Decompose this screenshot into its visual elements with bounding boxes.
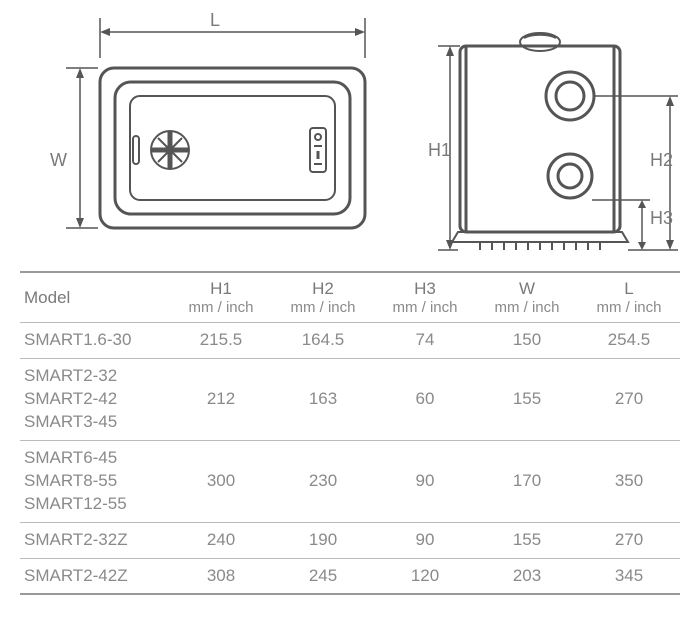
- dim-label-w: W: [50, 150, 67, 171]
- cell-h2: 230: [272, 440, 374, 522]
- col-model: Model: [20, 272, 170, 323]
- cell-h1: 308: [170, 558, 272, 594]
- dim-label-h1: H1: [428, 140, 451, 161]
- cell-model: SMART1.6-30: [20, 323, 170, 359]
- cell-w: 155: [476, 522, 578, 558]
- cell-w: 170: [476, 440, 578, 522]
- cell-h2: 164.5: [272, 323, 374, 359]
- table-row: SMART6-45SMART8-55SMART12-55300230901703…: [20, 440, 680, 522]
- dimension-diagrams: L W H1 H2 H3: [10, 10, 690, 265]
- cell-h2: 245: [272, 558, 374, 594]
- cell-model: SMART6-45SMART8-55SMART12-55: [20, 440, 170, 522]
- cell-l: 270: [578, 358, 680, 440]
- cell-l: 350: [578, 440, 680, 522]
- cell-h2: 163: [272, 358, 374, 440]
- cell-h1: 240: [170, 522, 272, 558]
- cell-w: 155: [476, 358, 578, 440]
- col-l: Lmm / inch: [578, 272, 680, 323]
- cell-h1: 300: [170, 440, 272, 522]
- col-h2: H2mm / inch: [272, 272, 374, 323]
- col-w: Wmm / inch: [476, 272, 578, 323]
- cell-h3: 90: [374, 440, 476, 522]
- dim-label-h2: H2: [650, 150, 673, 171]
- table-row: SMART2-32Z24019090155270: [20, 522, 680, 558]
- cell-l: 345: [578, 558, 680, 594]
- cell-h3: 60: [374, 358, 476, 440]
- table-row: SMART2-32SMART2-42SMART3-452121636015527…: [20, 358, 680, 440]
- cell-h2: 190: [272, 522, 374, 558]
- col-h1: H1mm / inch: [170, 272, 272, 323]
- cell-l: 254.5: [578, 323, 680, 359]
- cell-h1: 215.5: [170, 323, 272, 359]
- table-row: SMART2-42Z308245120203345: [20, 558, 680, 594]
- cell-h3: 90: [374, 522, 476, 558]
- cell-h3: 120: [374, 558, 476, 594]
- dimensions-table: Model H1mm / inch H2mm / inch H3mm / inc…: [20, 271, 680, 595]
- cell-l: 270: [578, 522, 680, 558]
- table-header-row: Model H1mm / inch H2mm / inch H3mm / inc…: [20, 272, 680, 323]
- cell-h1: 212: [170, 358, 272, 440]
- cell-w: 150: [476, 323, 578, 359]
- diagram-svg: [10, 10, 690, 265]
- cell-model: SMART2-32SMART2-42SMART3-45: [20, 358, 170, 440]
- col-h3: H3mm / inch: [374, 272, 476, 323]
- table-body: SMART1.6-30215.5164.574150254.5SMART2-32…: [20, 323, 680, 595]
- dim-label-l: L: [210, 10, 220, 31]
- cell-w: 203: [476, 558, 578, 594]
- dim-label-h3: H3: [650, 208, 673, 229]
- table-row: SMART1.6-30215.5164.574150254.5: [20, 323, 680, 359]
- cell-model: SMART2-42Z: [20, 558, 170, 594]
- cell-h3: 74: [374, 323, 476, 359]
- cell-model: SMART2-32Z: [20, 522, 170, 558]
